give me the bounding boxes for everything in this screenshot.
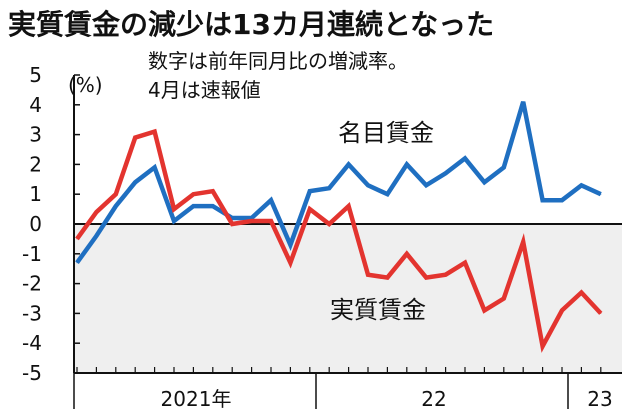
chart-subtitle-line2: 4月は速報値 bbox=[148, 78, 261, 102]
data-point-nominal bbox=[270, 199, 272, 201]
data-point-real bbox=[580, 292, 582, 294]
data-point-real bbox=[95, 211, 97, 213]
data-point-real bbox=[425, 277, 427, 279]
data-point-nominal bbox=[367, 184, 369, 186]
data-point-real bbox=[600, 312, 602, 314]
data-point-nominal bbox=[483, 181, 485, 183]
data-point-nominal bbox=[115, 205, 117, 207]
y-tick-label: -1 bbox=[22, 242, 42, 266]
data-point-real bbox=[309, 208, 311, 210]
data-point-real bbox=[76, 238, 78, 240]
series-label-nominal: 名目賃金 bbox=[338, 119, 434, 147]
x-year-label-2022: 22 bbox=[421, 387, 446, 411]
data-point-real bbox=[542, 345, 544, 347]
data-point-real bbox=[522, 241, 524, 243]
data-point-nominal bbox=[192, 205, 194, 207]
data-point-nominal bbox=[251, 217, 253, 219]
data-point-real bbox=[348, 205, 350, 207]
x-year-label-2023: 23 bbox=[587, 387, 612, 411]
data-point-real bbox=[445, 274, 447, 276]
data-point-nominal bbox=[386, 193, 388, 195]
data-point-real bbox=[231, 223, 233, 225]
data-point-real bbox=[154, 131, 156, 133]
y-tick-label: -2 bbox=[22, 272, 42, 296]
data-point-nominal bbox=[154, 166, 156, 168]
data-point-nominal bbox=[348, 163, 350, 165]
data-point-real bbox=[212, 190, 214, 192]
data-point-real bbox=[270, 220, 272, 222]
y-tick-label: -5 bbox=[22, 361, 42, 385]
y-tick-label: 5 bbox=[29, 63, 42, 87]
y-tick-label: 1 bbox=[29, 182, 42, 206]
series-label-real: 実質賃金 bbox=[330, 296, 426, 324]
data-point-nominal bbox=[231, 217, 233, 219]
y-tick-label: 2 bbox=[29, 152, 42, 176]
y-tick-label: 4 bbox=[29, 93, 42, 117]
data-point-real bbox=[192, 193, 194, 195]
data-point-real bbox=[289, 262, 291, 264]
data-point-real bbox=[386, 277, 388, 279]
data-point-nominal bbox=[134, 181, 136, 183]
data-point-nominal bbox=[542, 199, 544, 201]
data-point-nominal bbox=[600, 193, 602, 195]
data-point-real bbox=[173, 208, 175, 210]
data-point-real bbox=[115, 193, 117, 195]
data-point-nominal bbox=[76, 262, 78, 264]
data-point-nominal bbox=[580, 184, 582, 186]
data-point-real bbox=[251, 220, 253, 222]
data-point-nominal bbox=[445, 172, 447, 174]
data-point-nominal bbox=[328, 187, 330, 189]
y-axis-unit-label: (%) bbox=[68, 73, 103, 97]
data-point-real bbox=[406, 253, 408, 255]
data-point-nominal bbox=[289, 244, 291, 246]
negative-region-band bbox=[74, 224, 622, 373]
data-point-nominal bbox=[406, 163, 408, 165]
data-point-nominal bbox=[425, 184, 427, 186]
data-point-real bbox=[483, 309, 485, 311]
data-point-real bbox=[328, 223, 330, 225]
y-tick-label: 3 bbox=[29, 123, 42, 147]
chart-title: 実質賃金の減少は13カ月連続となった bbox=[8, 8, 494, 41]
data-point-real bbox=[561, 309, 563, 311]
x-year-label-2021: 2021年 bbox=[161, 387, 232, 411]
series-line-real bbox=[75, 128, 603, 353]
data-point-nominal bbox=[95, 235, 97, 237]
data-point-real bbox=[503, 298, 505, 299]
y-tick-label: -4 bbox=[22, 331, 42, 355]
y-tick-label: 0 bbox=[29, 212, 42, 236]
series-line-nominal bbox=[75, 101, 602, 265]
data-point-nominal bbox=[561, 199, 563, 201]
data-point-nominal bbox=[464, 157, 466, 159]
data-point-real bbox=[367, 274, 369, 276]
data-point-nominal bbox=[522, 101, 524, 103]
chart-subtitle-line1: 数字は前年同月比の増減率。 bbox=[148, 49, 408, 73]
data-point-nominal bbox=[309, 190, 311, 192]
data-point-real bbox=[134, 137, 136, 139]
data-point-nominal bbox=[173, 220, 175, 222]
data-point-nominal bbox=[212, 205, 214, 207]
data-point-nominal bbox=[503, 166, 505, 168]
axes: 5 4 3 2 1 0 -1 -2 -3 -4 -5 bbox=[22, 63, 622, 409]
y-tick-label: -3 bbox=[22, 301, 42, 325]
series-layer bbox=[75, 101, 603, 353]
data-point-real bbox=[464, 262, 466, 264]
